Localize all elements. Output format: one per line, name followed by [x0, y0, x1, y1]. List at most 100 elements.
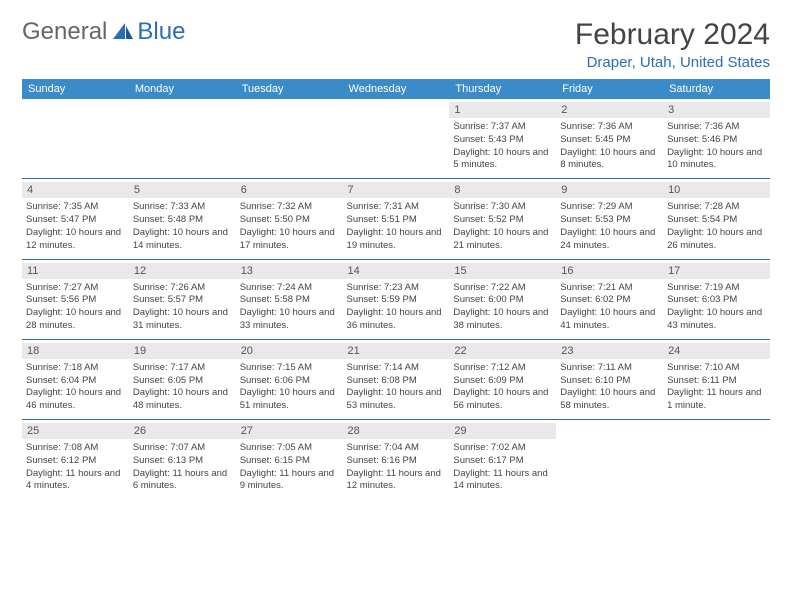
empty-cell: [556, 420, 663, 498]
day-info: Sunrise: 7:04 AMSunset: 6:16 PMDaylight:…: [347, 442, 446, 493]
day-cell: 11Sunrise: 7:27 AMSunset: 5:56 PMDayligh…: [22, 259, 129, 339]
day-number: 23: [556, 343, 663, 359]
day-cell: 18Sunrise: 7:18 AMSunset: 6:04 PMDayligh…: [22, 339, 129, 419]
logo: General Blue: [22, 18, 185, 46]
day-header-row: SundayMondayTuesdayWednesdayThursdayFrid…: [22, 79, 770, 99]
day-content: 2Sunrise: 7:36 AMSunset: 5:45 PMDaylight…: [556, 99, 663, 178]
day-cell: 19 Sunrise: 7:17 AMSunset: 6:05 PMDayligh…: [129, 339, 236, 419]
day-cell: 20Sunrise: 7:15 AMSunset: 6:06 PMDayligh…: [236, 339, 343, 419]
day-content: 12Sunrise: 7:26 AMSunset: 5:57 PMDayligh…: [129, 260, 236, 339]
day-number: 2: [556, 102, 663, 118]
day-cell: 28 Sunrise: 7:04 AMSunset: 6:16 PMDayligh…: [343, 420, 450, 500]
day-number: 12: [129, 263, 236, 279]
day-info: Sunrise: 7:29 AMSunset: 5:53 PMDaylight:…: [560, 201, 659, 252]
logo-sail-icon: [111, 21, 135, 41]
day-info: Sunrise: 7:23 AMSunset: 5:59 PMDaylight:…: [347, 282, 446, 333]
day-cell: [343, 99, 450, 179]
day-number: 3: [663, 102, 770, 118]
day-number: 21: [343, 343, 450, 359]
day-cell: 5 Sunrise: 7:33 AMSunset: 5:48 PMDaylight…: [129, 179, 236, 259]
day-info: Sunrise: 7:21 AMSunset: 6:02 PMDaylight:…: [560, 282, 659, 333]
day-content: 28 Sunrise: 7:04 AMSunset: 6:16 PMDayligh…: [343, 420, 450, 499]
day-content: 25Sunrise: 7:08 AMSunset: 6:12 PMDayligh…: [22, 420, 129, 499]
day-cell: [22, 99, 129, 179]
location-text: Draper, Utah, United States: [575, 54, 770, 71]
day-header: Thursday: [449, 79, 556, 99]
day-content: 26Sunrise: 7:07 AMSunset: 6:13 PMDayligh…: [129, 420, 236, 499]
day-content: 27Sunrise: 7:05 AMSunset: 6:15 PMDayligh…: [236, 420, 343, 499]
empty-cell: [663, 420, 770, 498]
day-cell: 27Sunrise: 7:05 AMSunset: 6:15 PMDayligh…: [236, 420, 343, 500]
day-info: Sunrise: 7:28 AMSunset: 5:54 PMDaylight:…: [667, 201, 766, 252]
day-info: Sunrise: 7:19 AMSunset: 6:03 PMDaylight:…: [667, 282, 766, 333]
day-content: 15Sunrise: 7:22 AMSunset: 6:00 PMDayligh…: [449, 260, 556, 339]
day-content: 5 Sunrise: 7:33 AMSunset: 5:48 PMDaylight…: [129, 179, 236, 258]
day-info: Sunrise: 7:08 AMSunset: 6:12 PMDaylight:…: [26, 442, 125, 493]
day-content: 16 Sunrise: 7:21 AMSunset: 6:02 PMDayligh…: [556, 260, 663, 339]
day-content: 4Sunrise: 7:35 AMSunset: 5:47 PMDaylight…: [22, 179, 129, 258]
day-number: 10: [663, 182, 770, 198]
day-content: 11Sunrise: 7:27 AMSunset: 5:56 PMDayligh…: [22, 260, 129, 339]
day-number: 29: [449, 423, 556, 439]
day-cell: 17 Sunrise: 7:19 AMSunset: 6:03 PMDayligh…: [663, 259, 770, 339]
day-cell: 1Sunrise: 7:37 AMSunset: 5:43 PMDaylight…: [449, 99, 556, 179]
day-info: Sunrise: 7:36 AMSunset: 5:46 PMDaylight:…: [667, 121, 766, 172]
month-title: February 2024: [575, 18, 770, 52]
day-number: 5: [129, 182, 236, 198]
day-info: Sunrise: 7:07 AMSunset: 6:13 PMDaylight:…: [133, 442, 232, 493]
logo-text-general: General: [22, 18, 107, 46]
day-header: Monday: [129, 79, 236, 99]
day-cell: 4Sunrise: 7:35 AMSunset: 5:47 PMDaylight…: [22, 179, 129, 259]
day-number: 16: [556, 263, 663, 279]
day-number: 17: [663, 263, 770, 279]
day-content: 20Sunrise: 7:15 AMSunset: 6:06 PMDayligh…: [236, 340, 343, 419]
day-cell: 26Sunrise: 7:07 AMSunset: 6:13 PMDayligh…: [129, 420, 236, 500]
day-info: Sunrise: 7:31 AMSunset: 5:51 PMDaylight:…: [347, 201, 446, 252]
day-number: 9: [556, 182, 663, 198]
day-number: 8: [449, 182, 556, 198]
day-content: 29Sunrise: 7:02 AMSunset: 6:17 PMDayligh…: [449, 420, 556, 499]
day-number: 14: [343, 263, 450, 279]
day-content: 9 Sunrise: 7:29 AMSunset: 5:53 PMDaylight…: [556, 179, 663, 258]
day-cell: 15Sunrise: 7:22 AMSunset: 6:00 PMDayligh…: [449, 259, 556, 339]
day-cell: 16 Sunrise: 7:21 AMSunset: 6:02 PMDayligh…: [556, 259, 663, 339]
day-cell: 23 Sunrise: 7:11 AMSunset: 6:10 PMDayligh…: [556, 339, 663, 419]
day-content: 8Sunrise: 7:30 AMSunset: 5:52 PMDaylight…: [449, 179, 556, 258]
day-number: 19: [129, 343, 236, 359]
day-content: 10 Sunrise: 7:28 AMSunset: 5:54 PMDayligh…: [663, 179, 770, 258]
day-info: Sunrise: 7:17 AMSunset: 6:05 PMDaylight:…: [133, 362, 232, 413]
empty-cell: [129, 99, 236, 177]
day-number: 4: [22, 182, 129, 198]
day-content: 14 Sunrise: 7:23 AMSunset: 5:59 PMDayligh…: [343, 260, 450, 339]
day-number: 6: [236, 182, 343, 198]
day-number: 22: [449, 343, 556, 359]
day-content: 21Sunrise: 7:14 AMSunset: 6:08 PMDayligh…: [343, 340, 450, 419]
day-header: Friday: [556, 79, 663, 99]
day-cell: 2Sunrise: 7:36 AMSunset: 5:45 PMDaylight…: [556, 99, 663, 179]
day-info: Sunrise: 7:10 AMSunset: 6:11 PMDaylight:…: [667, 362, 766, 413]
calendar-body: 1Sunrise: 7:37 AMSunset: 5:43 PMDaylight…: [22, 99, 770, 499]
day-cell: 12Sunrise: 7:26 AMSunset: 5:57 PMDayligh…: [129, 259, 236, 339]
day-info: Sunrise: 7:11 AMSunset: 6:10 PMDaylight:…: [560, 362, 659, 413]
day-info: Sunrise: 7:33 AMSunset: 5:48 PMDaylight:…: [133, 201, 232, 252]
day-cell: [663, 420, 770, 500]
calendar-head: SundayMondayTuesdayWednesdayThursdayFrid…: [22, 79, 770, 99]
day-number: 28: [343, 423, 450, 439]
day-cell: 22Sunrise: 7:12 AMSunset: 6:09 PMDayligh…: [449, 339, 556, 419]
day-cell: 14 Sunrise: 7:23 AMSunset: 5:59 PMDayligh…: [343, 259, 450, 339]
empty-cell: [343, 99, 450, 177]
week-row: 4Sunrise: 7:35 AMSunset: 5:47 PMDaylight…: [22, 179, 770, 259]
day-header: Saturday: [663, 79, 770, 99]
header: General Blue February 2024 Draper, Utah,…: [22, 18, 770, 71]
calendar-table: SundayMondayTuesdayWednesdayThursdayFrid…: [22, 79, 770, 499]
day-header: Tuesday: [236, 79, 343, 99]
logo-text-blue: Blue: [137, 18, 185, 46]
day-info: Sunrise: 7:18 AMSunset: 6:04 PMDaylight:…: [26, 362, 125, 413]
day-number: 11: [22, 263, 129, 279]
day-content: 1Sunrise: 7:37 AMSunset: 5:43 PMDaylight…: [449, 99, 556, 178]
day-cell: 24Sunrise: 7:10 AMSunset: 6:11 PMDayligh…: [663, 339, 770, 419]
day-cell: 6Sunrise: 7:32 AMSunset: 5:50 PMDaylight…: [236, 179, 343, 259]
day-content: 22Sunrise: 7:12 AMSunset: 6:09 PMDayligh…: [449, 340, 556, 419]
title-block: February 2024 Draper, Utah, United State…: [575, 18, 770, 71]
day-cell: 7Sunrise: 7:31 AMSunset: 5:51 PMDaylight…: [343, 179, 450, 259]
